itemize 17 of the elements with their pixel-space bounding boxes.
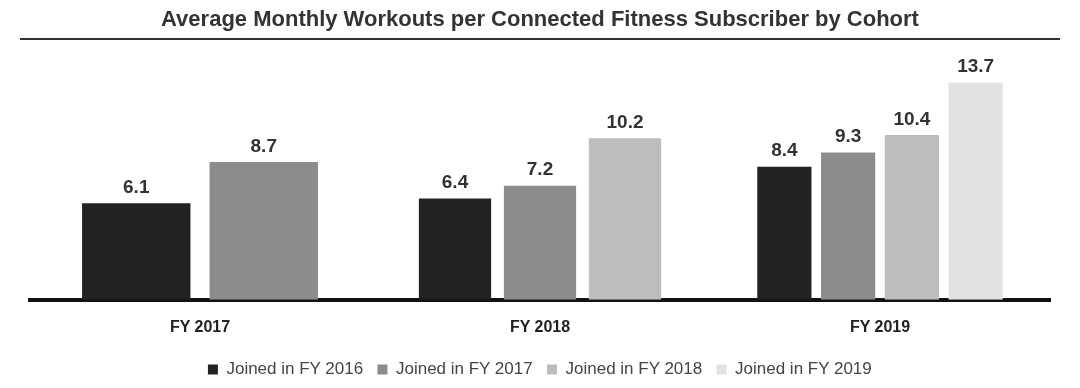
x-tick-label: FY 2019: [849, 317, 911, 335]
data-label: 9.3: [834, 125, 862, 147]
data-label: 8.7: [250, 134, 277, 156]
data-label: 10.4: [893, 107, 931, 129]
x-tick-label: FY 2018: [509, 317, 571, 335]
legend-label: Joined in FY 2019: [735, 359, 872, 379]
data-label: 8.4: [771, 139, 799, 161]
chart-title: Average Monthly Workouts per Connected Fitness Subscriber by Cohort: [20, 6, 1060, 40]
x-tick-label: FY 2017: [169, 317, 231, 335]
data-label: 6.4: [441, 171, 469, 193]
data-label: 7.2: [526, 158, 554, 180]
data-label: 13.7: [957, 55, 995, 77]
legend-label: Joined in FY 2017: [395, 359, 533, 379]
data-label: 10.2: [606, 110, 644, 132]
legend-label: Joined in FY 2018: [565, 359, 703, 379]
data-label: 6.1: [123, 175, 150, 197]
legend-label: Joined in FY 2016: [226, 359, 364, 379]
